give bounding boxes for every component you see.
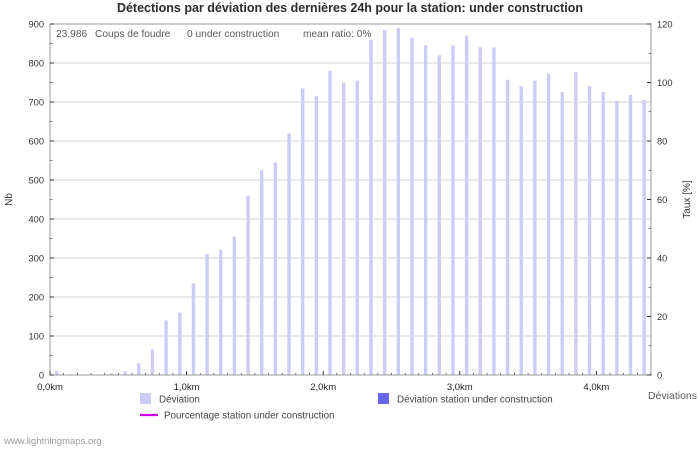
svg-text:Pourcentage station under cons: Pourcentage station under construction <box>164 411 334 422</box>
svg-text:40: 40 <box>657 253 667 263</box>
svg-text:800: 800 <box>28 58 44 68</box>
svg-text:2,0km: 2,0km <box>310 382 336 393</box>
svg-text:Déviation station under constr: Déviation station under construction <box>397 395 553 406</box>
svg-text:300: 300 <box>28 253 44 263</box>
svg-text:120: 120 <box>657 19 673 29</box>
svg-text:0: 0 <box>657 370 662 380</box>
svg-text:4,0km: 4,0km <box>583 382 609 393</box>
svg-text:Détections par déviation des d: Détections par déviation des dernières 2… <box>117 1 583 15</box>
svg-text:Déviations: Déviations <box>648 390 697 402</box>
svg-text:900: 900 <box>28 19 44 29</box>
svg-text:200: 200 <box>28 292 44 302</box>
svg-text:60: 60 <box>657 195 667 205</box>
svg-text:700: 700 <box>28 97 44 107</box>
svg-text:500: 500 <box>28 175 44 185</box>
svg-text:3,0km: 3,0km <box>447 382 473 393</box>
svg-text:Taux [%]: Taux [%] <box>682 180 693 219</box>
svg-text:400: 400 <box>28 214 44 224</box>
svg-text:0,0km: 0,0km <box>37 382 63 393</box>
svg-text:1,0km: 1,0km <box>174 382 200 393</box>
svg-text:80: 80 <box>657 136 667 146</box>
svg-text:100: 100 <box>657 78 673 88</box>
svg-text:Nb: Nb <box>4 193 15 206</box>
svg-text:Déviation: Déviation <box>159 395 200 406</box>
svg-text:100: 100 <box>28 331 44 341</box>
svg-text:0: 0 <box>39 370 44 380</box>
svg-text:20: 20 <box>657 312 667 322</box>
svg-text:www.lightningmaps.org: www.lightningmaps.org <box>3 436 102 447</box>
svg-text:600: 600 <box>28 136 44 146</box>
